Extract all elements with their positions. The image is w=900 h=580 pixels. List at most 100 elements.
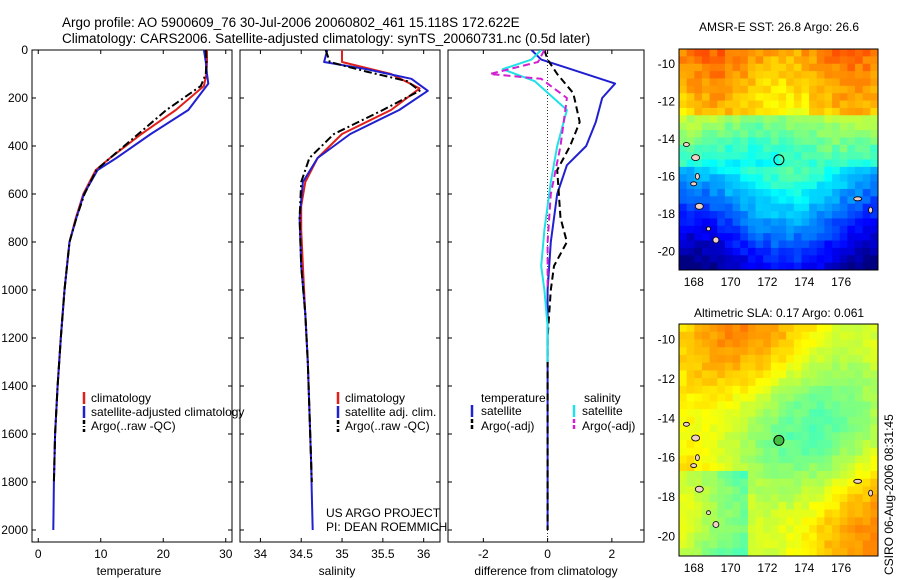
map-cell	[855, 152, 864, 161]
map-cell	[686, 144, 695, 153]
map-cell	[839, 240, 848, 249]
map-cell	[679, 370, 688, 379]
map-cell	[839, 385, 848, 395]
map-cell	[809, 56, 818, 65]
map-cell	[816, 331, 826, 341]
map-cell	[839, 188, 848, 197]
legend-header-salinity: salinity	[584, 391, 621, 405]
map-cell	[839, 144, 848, 153]
map-cell	[701, 432, 711, 441]
map-cell	[763, 144, 772, 153]
map-cell	[701, 393, 711, 402]
map-cell	[832, 432, 841, 441]
map-cell	[717, 262, 726, 270]
map-cell	[709, 432, 718, 441]
map-cell	[832, 532, 841, 542]
map-cell	[770, 56, 780, 65]
map-cell	[824, 100, 833, 109]
map-cell	[832, 100, 841, 109]
map-cell	[839, 225, 848, 234]
map-cell	[679, 130, 688, 138]
map-cell	[855, 181, 864, 190]
map-cell	[747, 159, 757, 168]
map-cell	[747, 532, 757, 542]
map-cell	[862, 174, 871, 183]
map-cell	[870, 262, 878, 270]
map-cell	[701, 517, 711, 526]
map-cell	[679, 115, 688, 124]
map-cell	[824, 93, 833, 102]
project-annotation-line2: PI: DEAN ROEMMICH	[326, 520, 447, 534]
island	[691, 434, 700, 442]
map-cell	[824, 416, 833, 426]
map-cell	[832, 240, 841, 249]
map-cell	[724, 137, 734, 146]
map-cell	[701, 447, 711, 457]
map-cell	[755, 509, 764, 518]
map-cell	[847, 424, 856, 433]
map-cell	[770, 115, 780, 124]
map-cell	[763, 440, 772, 449]
map-cell	[855, 501, 864, 511]
map-cell	[709, 211, 718, 220]
map-cell	[824, 409, 833, 418]
map-cell	[816, 324, 826, 333]
map-cell	[847, 455, 856, 464]
map-cell	[763, 174, 772, 183]
map-cell	[809, 540, 818, 549]
map-cell	[709, 509, 718, 518]
map-cell	[770, 525, 780, 534]
map-cell	[709, 354, 718, 364]
x-tick-label: 2	[609, 547, 616, 561]
map-cell	[847, 203, 856, 212]
map-cell	[793, 548, 803, 556]
map-cell	[732, 424, 741, 433]
island	[694, 485, 704, 493]
map-cell	[717, 385, 726, 395]
map-cell	[679, 93, 688, 102]
map-cell	[862, 122, 871, 131]
map-cell	[732, 49, 741, 57]
map-cell	[786, 409, 795, 418]
map-cell	[732, 107, 741, 116]
map-cell	[717, 517, 726, 526]
map-cell	[824, 455, 833, 464]
map-cell	[855, 370, 864, 379]
map-cell	[778, 115, 787, 124]
map-cell	[809, 509, 818, 518]
map-cell	[862, 233, 871, 242]
map-cell	[824, 370, 833, 379]
map-cell	[679, 233, 688, 242]
map-cell	[717, 354, 726, 364]
map-cell	[701, 159, 711, 168]
map-cell	[809, 532, 818, 542]
map-cell	[686, 233, 695, 242]
map-cell	[701, 470, 711, 480]
map-cell	[809, 478, 818, 487]
map-cell	[778, 509, 787, 518]
salinity-legend: climatology satellite adj. clim. Argo(..…	[336, 391, 436, 433]
map-cell	[717, 486, 726, 495]
map-cell	[770, 385, 780, 395]
map-cell	[793, 354, 803, 364]
map-cell	[763, 56, 772, 65]
map-cell	[786, 137, 795, 146]
map-cell	[732, 324, 741, 333]
map-cell	[778, 137, 787, 146]
map-cell	[701, 385, 711, 395]
map-cell	[778, 494, 787, 503]
map-cell	[747, 255, 757, 264]
map-cell	[709, 494, 718, 503]
map-cell	[694, 159, 703, 168]
map-cell	[747, 393, 757, 402]
map-cell	[740, 93, 749, 102]
map-cell	[709, 339, 718, 348]
map-cell	[724, 247, 734, 256]
map-cell	[694, 240, 703, 249]
map-cell	[839, 354, 848, 364]
map-cell	[747, 440, 757, 449]
map-cell	[809, 409, 818, 418]
map-cell	[763, 463, 772, 472]
map-cell	[740, 49, 749, 57]
map-cell	[816, 447, 826, 457]
